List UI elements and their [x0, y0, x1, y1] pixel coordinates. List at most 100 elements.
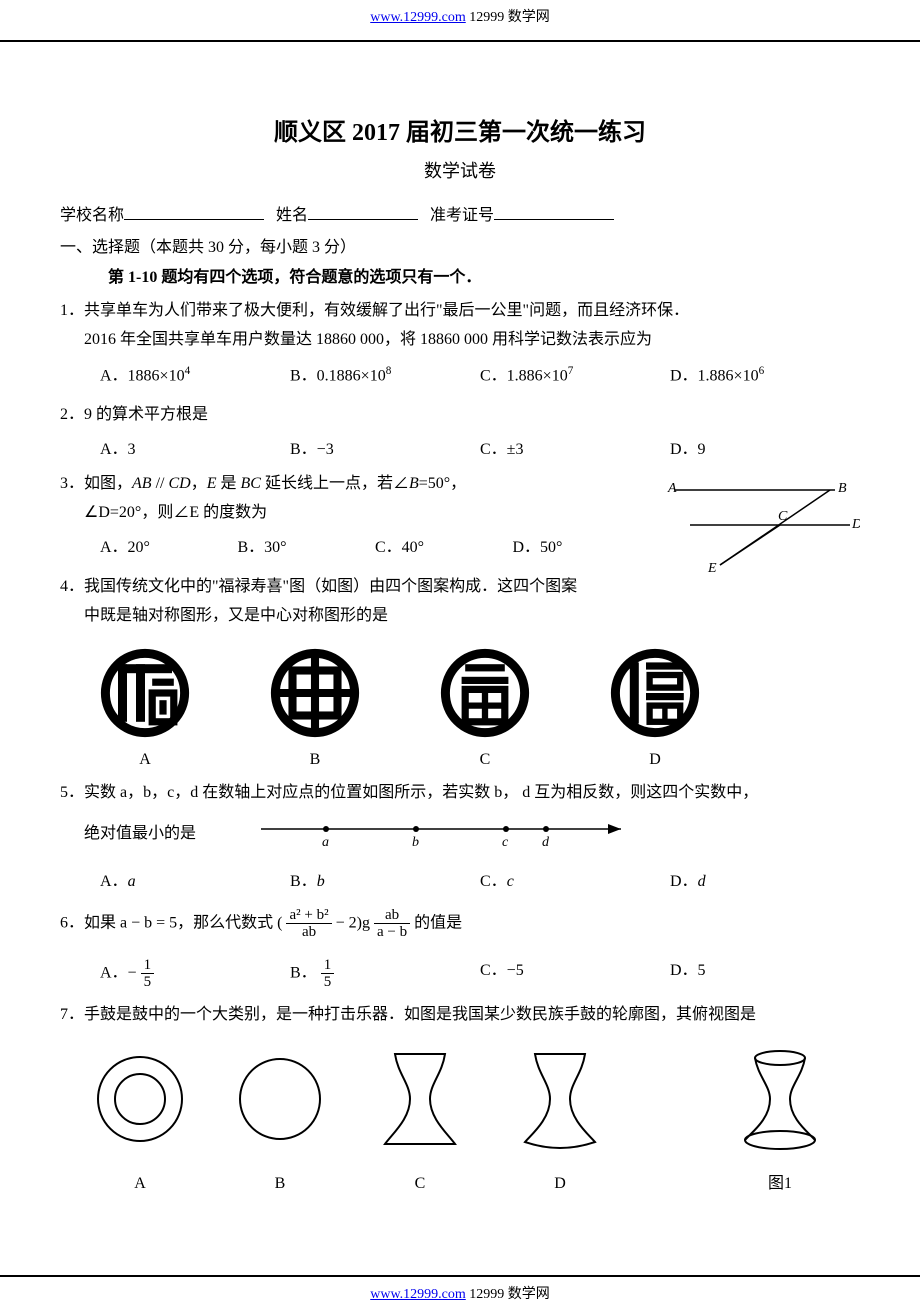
q3-q4-block: 3．如图，AB // CD，E 是 BC 延长线上一点，若∠B=50°， ∠D=…: [60, 470, 860, 636]
q1-c-sup: 7: [568, 365, 574, 377]
q6-stem: 6．如果 a − b = 5，那么代数式 ( a² + b² ab − 2)g …: [60, 907, 860, 941]
q4-symbols: A B C: [90, 648, 860, 769]
q6-mid: − 2)g: [336, 915, 370, 932]
fu-icon: [100, 648, 190, 738]
q4-line1: 4．我国传统文化中的"福禄寿喜"图（如图）由四个图案构成．这四个图案: [60, 573, 650, 602]
school-label: 学校名称: [60, 207, 124, 224]
number-line-figure: a b c d: [256, 814, 636, 854]
q1-b-text: B．0.1886×10: [290, 367, 386, 384]
svg-text:b: b: [412, 835, 419, 850]
q6-options: A．− 15 B． 15 C．−5 D．5: [100, 957, 860, 991]
q3-opt-b: B．30°: [238, 534, 376, 563]
q7-fig-main: 图1: [730, 1044, 830, 1200]
vase-outline-icon: [370, 1044, 470, 1154]
svg-text:c: c: [502, 835, 509, 850]
question-6: 6．如果 a − b = 5，那么代数式 ( a² + b² ab − 2)g …: [60, 907, 860, 991]
q7-fig-a: A: [90, 1044, 190, 1200]
concentric-circles-icon: [90, 1044, 190, 1154]
q2-opt-c: C．±3: [480, 436, 670, 465]
section1-heading: 一、选择题（本题共 30 分，每小题 3 分）: [60, 233, 860, 257]
q6-frac1-den: ab: [286, 924, 331, 941]
q6-a-frac: 15: [141, 957, 155, 991]
q7-fig-b: B: [230, 1044, 330, 1200]
q6-a-den: 5: [141, 974, 155, 991]
q3-opt-d: D．50°: [513, 534, 651, 563]
q7-label-a: A: [90, 1170, 190, 1199]
q2-stem: 2．9 的算术平方根是: [60, 401, 860, 430]
q6-a-pre: A．−: [100, 965, 137, 982]
q6-frac1: a² + b² ab: [286, 907, 331, 941]
q2-opt-d: D．9: [670, 436, 860, 465]
q1-line2: 2016 年全国共享单车用户数量达 18860 000，将 18860 000 …: [60, 326, 860, 355]
geo-label-c: C: [778, 509, 788, 524]
q4-label-b: B: [260, 751, 370, 769]
svg-text:a: a: [322, 835, 329, 850]
q7-fig-d: D: [510, 1044, 610, 1200]
q3-geometry-figure: A B C D E: [660, 470, 860, 580]
footer: www.12999.com 12999 数学网: [0, 1275, 920, 1309]
lu-icon: [270, 648, 360, 738]
q6-b-frac: 15: [321, 957, 335, 991]
q1-b-sup: 8: [386, 365, 392, 377]
q6-opt-c: C．−5: [480, 957, 670, 991]
q5-options: A．a B．b C．c D．d: [100, 868, 860, 897]
circle-icon: [230, 1044, 330, 1154]
q4-symbol-c: C: [430, 648, 540, 769]
exam-subtitle: 数学试卷: [60, 157, 860, 183]
footer-link-suffix: 12999 数学网: [466, 1287, 550, 1302]
q5-opt-b: B．b: [290, 868, 480, 897]
q5-opt-d: D．d: [670, 868, 860, 897]
q4-line2: 中既是轴对称图形，又是中心对称图形的是: [60, 602, 650, 631]
q2-opt-b: B．−3: [290, 436, 480, 465]
exam-title: 顺义区 2017 届初三第一次统一练习: [60, 112, 860, 147]
school-blank: [124, 203, 264, 220]
student-info-line: 学校名称 姓名 准考证号: [60, 201, 860, 225]
page-content: 顺义区 2017 届初三第一次统一练习 数学试卷 学校名称 姓名 准考证号 一、…: [0, 40, 920, 1245]
q3-opt-c: C．40°: [375, 534, 513, 563]
drum-3d-icon: [730, 1044, 830, 1154]
name-label: 姓名: [276, 207, 308, 224]
q1-d-sup: 6: [759, 365, 765, 377]
q7-label-b: B: [230, 1170, 330, 1199]
q1-line1: 1．共享单车为人们带来了极大便利，有效缓解了出行"最后一公里"问题，而且经济环保…: [60, 297, 860, 326]
q7-stem: 7．手鼓是鼓中的一个大类别，是一种打击乐器．如图是我国某少数民族手鼓的轮廓图，其…: [60, 1001, 860, 1030]
q5-opt-a: A．a: [100, 868, 290, 897]
vase-curved-base-icon: [510, 1044, 610, 1154]
q6-frac2-den: a − b: [374, 924, 410, 941]
q3-line1: 3．如图，AB // CD，E 是 BC 延长线上一点，若∠B=50°，: [60, 470, 650, 499]
q5-opt-c: C．c: [480, 868, 670, 897]
q6-suffix: 的值是: [414, 915, 462, 932]
q6-frac2: ab a − b: [374, 907, 410, 941]
q4-label-d: D: [600, 751, 710, 769]
svg-text:d: d: [542, 835, 550, 850]
q1-options: A．1886×104 B．0.1886×108 C．1.886×107 D．1.…: [100, 361, 860, 391]
header-link-suffix: 12999 数学网: [466, 10, 550, 25]
q7-label-d: D: [510, 1170, 610, 1199]
header-link[interactable]: www.12999.com: [370, 10, 466, 25]
name-blank: [308, 203, 418, 220]
q6-opt-b: B． 15: [290, 957, 480, 991]
q1-a-text: A．1886×10: [100, 367, 185, 384]
footer-link[interactable]: www.12999.com: [370, 1287, 466, 1302]
footer-link-bar: www.12999.com 12999 数学网: [0, 1277, 920, 1309]
q6-opt-a: A．− 15: [100, 957, 290, 991]
q4-symbol-b: B: [260, 648, 370, 769]
id-blank: [494, 203, 614, 220]
question-1: 1．共享单车为人们带来了极大便利，有效缓解了出行"最后一公里"问题，而且经济环保…: [60, 297, 860, 391]
q6-b-pre: B．: [290, 965, 317, 982]
q1-c-text: C．1.886×10: [480, 367, 568, 384]
q7-label-c: C: [370, 1170, 470, 1199]
q1-opt-c: C．1.886×107: [480, 361, 670, 391]
question-5: 5．实数 a，b，c，d 在数轴上对应点的位置如图所示，若实数 b， d 互为相…: [60, 779, 860, 897]
q7-label-fig: 图1: [730, 1170, 830, 1199]
question-4: 4．我国传统文化中的"福禄寿喜"图（如图）由四个图案构成．这四个图案 中既是轴对…: [60, 573, 650, 631]
q2-opt-a: A．3: [100, 436, 290, 465]
q1-a-sup: 4: [185, 365, 191, 377]
q1-opt-a: A．1886×104: [100, 361, 290, 391]
q6-a-num: 1: [141, 957, 155, 975]
q4-symbol-d: D: [600, 648, 710, 769]
q1-opt-b: B．0.1886×108: [290, 361, 480, 391]
geo-label-d: D: [851, 517, 860, 532]
shou-icon: [440, 648, 530, 738]
q3-opt-a: A．20°: [100, 534, 238, 563]
